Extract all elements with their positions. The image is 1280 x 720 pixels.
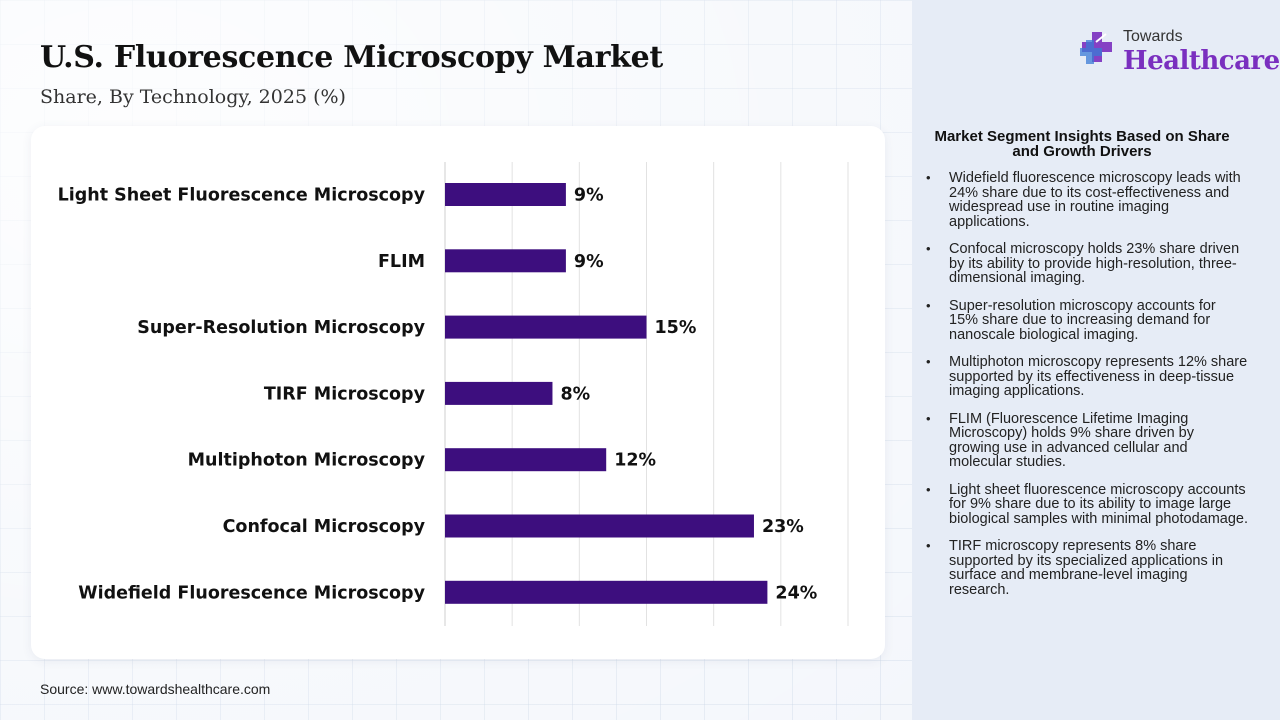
brand-logo-icon: [1080, 32, 1112, 64]
category-label: Confocal Microscopy: [223, 517, 426, 537]
bullet-icon: •: [926, 241, 931, 256]
source-note: Source: www.towardshealthcare.com: [40, 681, 271, 697]
insights-list: • Widefield fluorescence microscopy leads…: [926, 170, 1249, 610]
bullet-icon: •: [926, 297, 931, 313]
chart-card: Light Sheet Fluorescence Microscopy 9% FLI…: [31, 126, 885, 659]
category-label: Widefield Fluorescence Microscopy: [78, 583, 425, 603]
insight-item: • Confocal microscopy holds 23% share dri…: [926, 241, 1248, 286]
insight-item: • Light sheet fluorescence microscopy acc…: [926, 481, 1249, 527]
bar: [445, 249, 566, 273]
insight-item: • Widefield fluorescence microscopy leads…: [926, 170, 1248, 230]
brand-name-line1: Towards: [1123, 28, 1183, 45]
page-subtitle: Share, By Technology, 2025 (%): [40, 86, 346, 108]
bar: [445, 580, 768, 604]
insight-item: • Super-resolution microscopy accounts fo…: [926, 297, 1248, 343]
category-label: Light Sheet Fluorescence Microscopy: [58, 186, 426, 206]
insight-text: FLIM (Fluorescence Lifetime Imaging Micr…: [949, 410, 1194, 470]
insights-panel: [912, 0, 1280, 720]
data-label: 24%: [775, 583, 817, 603]
data-label: 15%: [655, 318, 697, 338]
bullet-icon: •: [926, 170, 931, 185]
bar: [445, 381, 553, 405]
category-label: Multiphoton Microscopy: [188, 451, 426, 471]
insight-text: Confocal microscopy holds 23% share driv…: [949, 241, 1240, 286]
insight-text: TIRF microscopy represents 8% share supp…: [949, 538, 1224, 598]
bullet-icon: •: [926, 410, 931, 426]
category-label: TIRF Microscopy: [264, 384, 426, 404]
bullet-icon: •: [926, 354, 931, 369]
page-title: U.S. Fluorescence Microscopy Market: [40, 40, 663, 75]
bar: [445, 183, 566, 206]
insights-title: Market Segment Insights Based on Share a…: [934, 128, 1230, 160]
insight-text: Widefield fluorescence microscopy leads …: [949, 170, 1241, 230]
data-label: 9%: [574, 252, 604, 272]
bar: [445, 514, 754, 538]
bullet-icon: •: [926, 481, 931, 497]
insight-item: • TIRF microscopy represents 8% share sup…: [926, 538, 1248, 598]
category-label: FLIM: [378, 252, 425, 272]
data-label: 23%: [762, 517, 804, 537]
category-label: Super-Resolution Microscopy: [137, 318, 425, 338]
bar: [445, 315, 647, 339]
data-label: 9%: [574, 186, 604, 206]
insight-text: Light sheet fluorescence microscopy acco…: [949, 481, 1249, 527]
bar-chart: Light Sheet Fluorescence Microscopy 9% FLI…: [58, 162, 849, 626]
data-label: 8%: [560, 384, 590, 404]
insight-item: • Multiphoton microscopy represents 12% s…: [926, 354, 1248, 399]
brand-name-line2: Healthcare: [1123, 46, 1280, 76]
data-label: 12%: [614, 451, 656, 471]
bullet-icon: •: [926, 538, 931, 553]
insight-text: Multiphoton microscopy represents 12% sh…: [949, 354, 1248, 399]
insight-text: Super-resolution microscopy accounts for…: [949, 297, 1216, 343]
insight-item: • FLIM (Fluorescence Lifetime Imaging Mic…: [926, 410, 1248, 470]
bar: [445, 448, 607, 472]
